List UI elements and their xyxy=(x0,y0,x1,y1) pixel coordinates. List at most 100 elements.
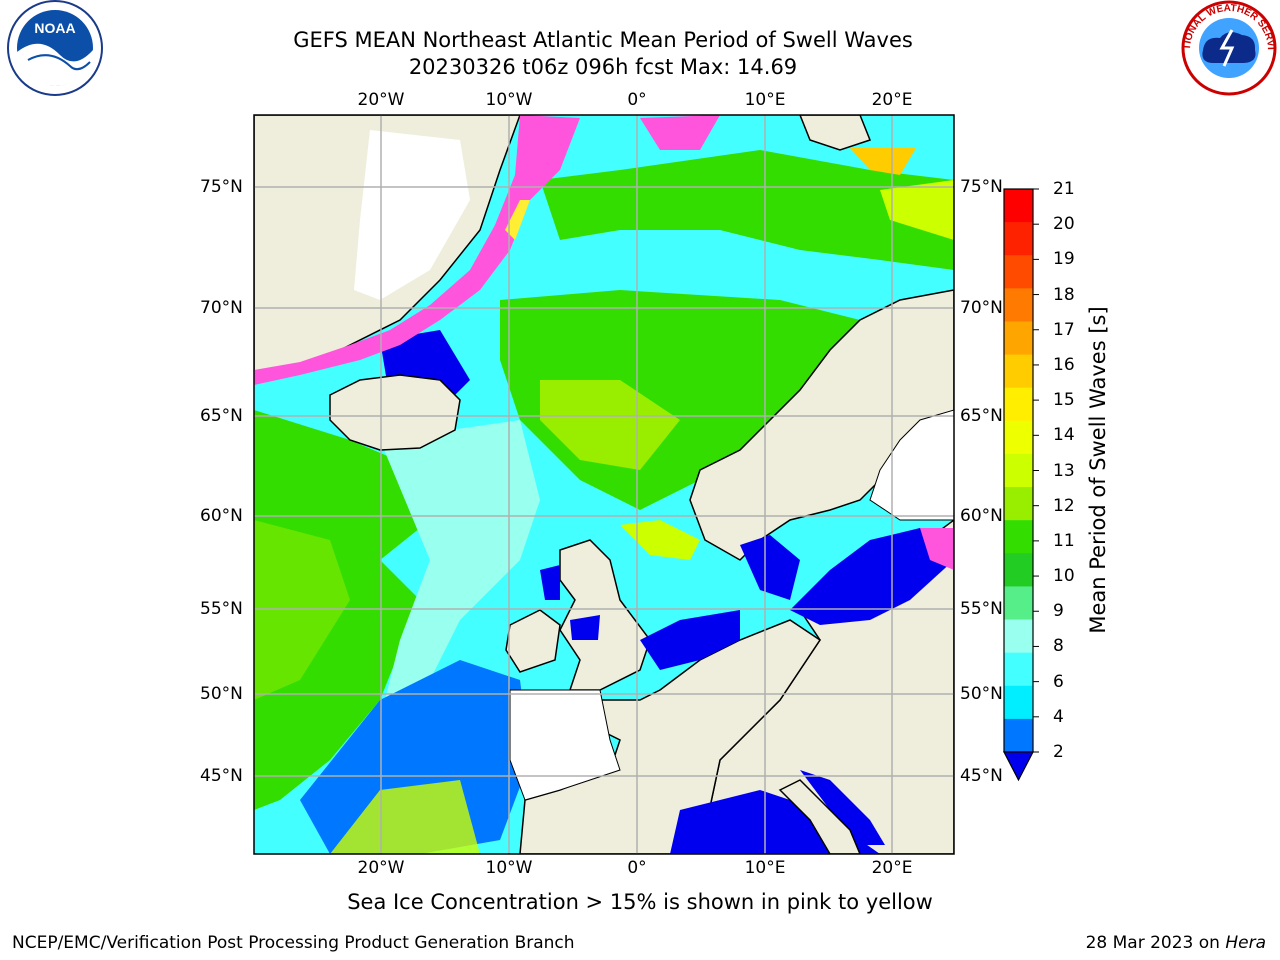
lat-label-left-45n: 45°N xyxy=(200,766,243,786)
lat-label-right-50n: 50°N xyxy=(960,684,1003,704)
colorbar-segment xyxy=(1004,222,1033,256)
colorbar-tick-label: 4 xyxy=(1053,706,1064,727)
swell-band-northeast xyxy=(880,180,954,240)
svalbard-land xyxy=(799,115,871,151)
lon-label-bottom-20e: 20°E xyxy=(871,858,913,878)
colorbar-tick-label: 9 xyxy=(1053,601,1064,622)
lat-label-right-75n: 75°N xyxy=(960,177,1003,197)
colorbar-segment xyxy=(1004,321,1033,356)
colorbar-segment xyxy=(1004,453,1033,488)
italy-land xyxy=(778,779,861,854)
map-area xyxy=(254,115,954,854)
sea-ice-baltic xyxy=(920,528,954,570)
irish-sea-north xyxy=(540,565,560,600)
colorbar-segment xyxy=(1004,520,1033,554)
colorbar-segment xyxy=(1004,586,1033,621)
lat-label-right-70n: 70°N xyxy=(960,298,1003,318)
noaa-logo: NOAA xyxy=(7,0,103,96)
swell-band-west-high xyxy=(254,520,350,700)
colorbar-segment xyxy=(1004,387,1033,422)
lat-label-left-50n: 50°N xyxy=(200,684,243,704)
adriatic-sea xyxy=(800,770,885,845)
colorbar-tick-label: 8 xyxy=(1053,636,1064,657)
sea-ice-barents xyxy=(850,148,916,175)
sea-ice-yellow xyxy=(505,200,530,240)
skagerrak xyxy=(740,535,800,600)
map-subtitle: 20230326 t06z 096h fcst Max: 14.69 xyxy=(408,55,798,79)
north-sea-patch xyxy=(620,520,700,560)
colorbar-segment xyxy=(1004,718,1033,753)
lon-label-bottom-20w: 20°W xyxy=(357,858,405,878)
colorbar-segment xyxy=(1004,288,1033,322)
colorbar-segment xyxy=(1004,652,1033,687)
lat-label-right-60n: 60°N xyxy=(960,506,1003,526)
lat-label-left-65n: 65°N xyxy=(200,406,243,426)
iberia-nodata xyxy=(509,689,621,801)
lat-label-left-55n: 55°N xyxy=(200,599,243,619)
colorbar-tick-label: 2 xyxy=(1053,742,1064,762)
colorbar-segment xyxy=(1004,189,1033,223)
english-channel xyxy=(640,610,740,670)
swell-band-north xyxy=(540,150,954,270)
swell-band-mid xyxy=(380,420,540,720)
nws-logo: NATIONAL WEATHER SERVICE xyxy=(0,0,1277,96)
colorbar-tick-label: 18 xyxy=(1053,284,1075,305)
iceland-land xyxy=(329,374,461,451)
greenland-ice-interior xyxy=(354,130,470,300)
colorbar-tick-label: 11 xyxy=(1053,530,1075,551)
colorbar-segment xyxy=(1004,354,1033,389)
colorbar-tick-label: 20 xyxy=(1053,214,1075,235)
map-title: GEFS MEAN Northeast Atlantic Mean Period… xyxy=(293,28,913,52)
lat-label-left-75n: 75°N xyxy=(200,177,243,197)
colorbar-tick-label: 10 xyxy=(1053,566,1075,587)
south-yellow-patch xyxy=(330,780,480,854)
colorbar-tick-label: 6 xyxy=(1053,671,1064,692)
lon-label-bottom-0: 0° xyxy=(627,858,647,878)
lat-label-left-60n: 60°N xyxy=(200,506,243,526)
colorbar-tick-label: 19 xyxy=(1053,249,1075,270)
irish-sea xyxy=(570,615,600,640)
colorbar-segment xyxy=(1004,685,1033,720)
lon-label-top-20e: 20°E xyxy=(871,90,913,110)
nws-logo-text: NATIONAL WEATHER SERVICE xyxy=(0,0,1276,50)
colorbar-title: Mean Period of Swell Waves [s] xyxy=(1086,306,1110,634)
footer-credit: NCEP/EMC/Verification Post Processing Pr… xyxy=(12,933,575,953)
lat-label-right-45n: 45°N xyxy=(960,766,1003,786)
colorbar-tick-label: 17 xyxy=(1053,319,1075,340)
lon-label-bottom-10w: 10°W xyxy=(485,858,533,878)
baltic-sea xyxy=(790,528,954,625)
colorbar-tick-label: 21 xyxy=(1053,179,1075,199)
lon-label-top-10e: 10°E xyxy=(744,90,786,110)
footer-machine: Hera xyxy=(1225,933,1266,953)
map-caption: Sea Ice Concentration > 15% is shown in … xyxy=(347,890,933,914)
colorbar-tick-label: 13 xyxy=(1053,460,1075,481)
colorbar-segment xyxy=(1004,553,1033,587)
svg-text:NATIONAL WEATHER SERVICE: NATIONAL WEATHER SERVICE xyxy=(0,0,1276,50)
footer-date: 28 Mar 2023 on Hera xyxy=(1086,933,1266,953)
lat-label-right-55n: 55°N xyxy=(960,599,1003,619)
colorbar-segment xyxy=(1004,619,1033,654)
sea-ice-svalbard xyxy=(640,115,720,150)
colorbar-tick-label: 15 xyxy=(1053,390,1075,411)
lon-label-top-10w: 10°W xyxy=(485,90,533,110)
footer-date-text: 28 Mar 2023 on xyxy=(1085,933,1220,953)
noaa-logo-text: NOAA xyxy=(34,20,75,36)
lat-label-right-65n: 65°N xyxy=(960,406,1003,426)
colorbar-tick-label: 14 xyxy=(1053,425,1075,446)
sea-ice-east-greenland xyxy=(254,115,580,385)
lon-label-top-20w: 20°W xyxy=(357,90,405,110)
lon-label-bottom-10e: 10°E xyxy=(744,858,786,878)
lat-label-left-70n: 70°N xyxy=(200,298,243,318)
colorbar-segment xyxy=(1004,255,1033,289)
colorbar-under-triangle xyxy=(1003,751,1034,782)
gulf-of-bothnia xyxy=(869,409,954,521)
colorbar-segment xyxy=(1004,420,1033,455)
ireland-land xyxy=(505,609,561,673)
colorbar-tick-label: 16 xyxy=(1053,354,1075,375)
biscay-blue xyxy=(300,660,530,854)
colorbar-tick-label: 12 xyxy=(1053,495,1075,516)
map-frame xyxy=(253,114,955,855)
map-gridlines xyxy=(254,115,954,854)
lon-label-top-0: 0° xyxy=(627,90,647,110)
